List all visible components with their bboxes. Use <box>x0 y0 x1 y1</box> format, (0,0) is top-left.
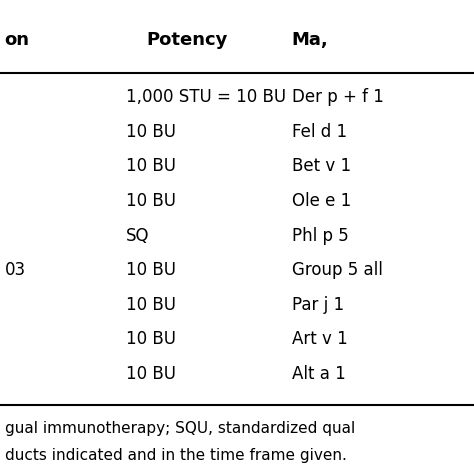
Text: Potency: Potency <box>146 31 228 49</box>
Text: 10 BU: 10 BU <box>126 123 175 141</box>
Text: gual immunotherapy; SQU, standardized qual: gual immunotherapy; SQU, standardized qu… <box>5 421 355 437</box>
Text: on: on <box>5 31 30 49</box>
Text: ducts indicated and in the time frame given.: ducts indicated and in the time frame gi… <box>5 448 346 464</box>
Text: Alt a 1: Alt a 1 <box>292 365 345 383</box>
Text: Bet v 1: Bet v 1 <box>292 157 351 175</box>
Text: Ole e 1: Ole e 1 <box>292 192 351 210</box>
Text: SQ: SQ <box>126 227 149 245</box>
Text: Der p + f 1: Der p + f 1 <box>292 88 383 106</box>
Text: 10 BU: 10 BU <box>126 296 175 314</box>
Text: Fel d 1: Fel d 1 <box>292 123 346 141</box>
Text: 10 BU: 10 BU <box>126 365 175 383</box>
Text: 10 BU: 10 BU <box>126 261 175 279</box>
Text: 03: 03 <box>5 261 26 279</box>
Text: Ma,: Ma, <box>292 31 328 49</box>
Text: 10 BU: 10 BU <box>126 192 175 210</box>
Text: Art v 1: Art v 1 <box>292 330 347 348</box>
Text: 10 BU: 10 BU <box>126 330 175 348</box>
Text: 10 BU: 10 BU <box>126 157 175 175</box>
Text: Par j 1: Par j 1 <box>292 296 344 314</box>
Text: Group 5 all: Group 5 all <box>292 261 383 279</box>
Text: 1,000 STU = 10 BU: 1,000 STU = 10 BU <box>126 88 286 106</box>
Text: Phl p 5: Phl p 5 <box>292 227 348 245</box>
